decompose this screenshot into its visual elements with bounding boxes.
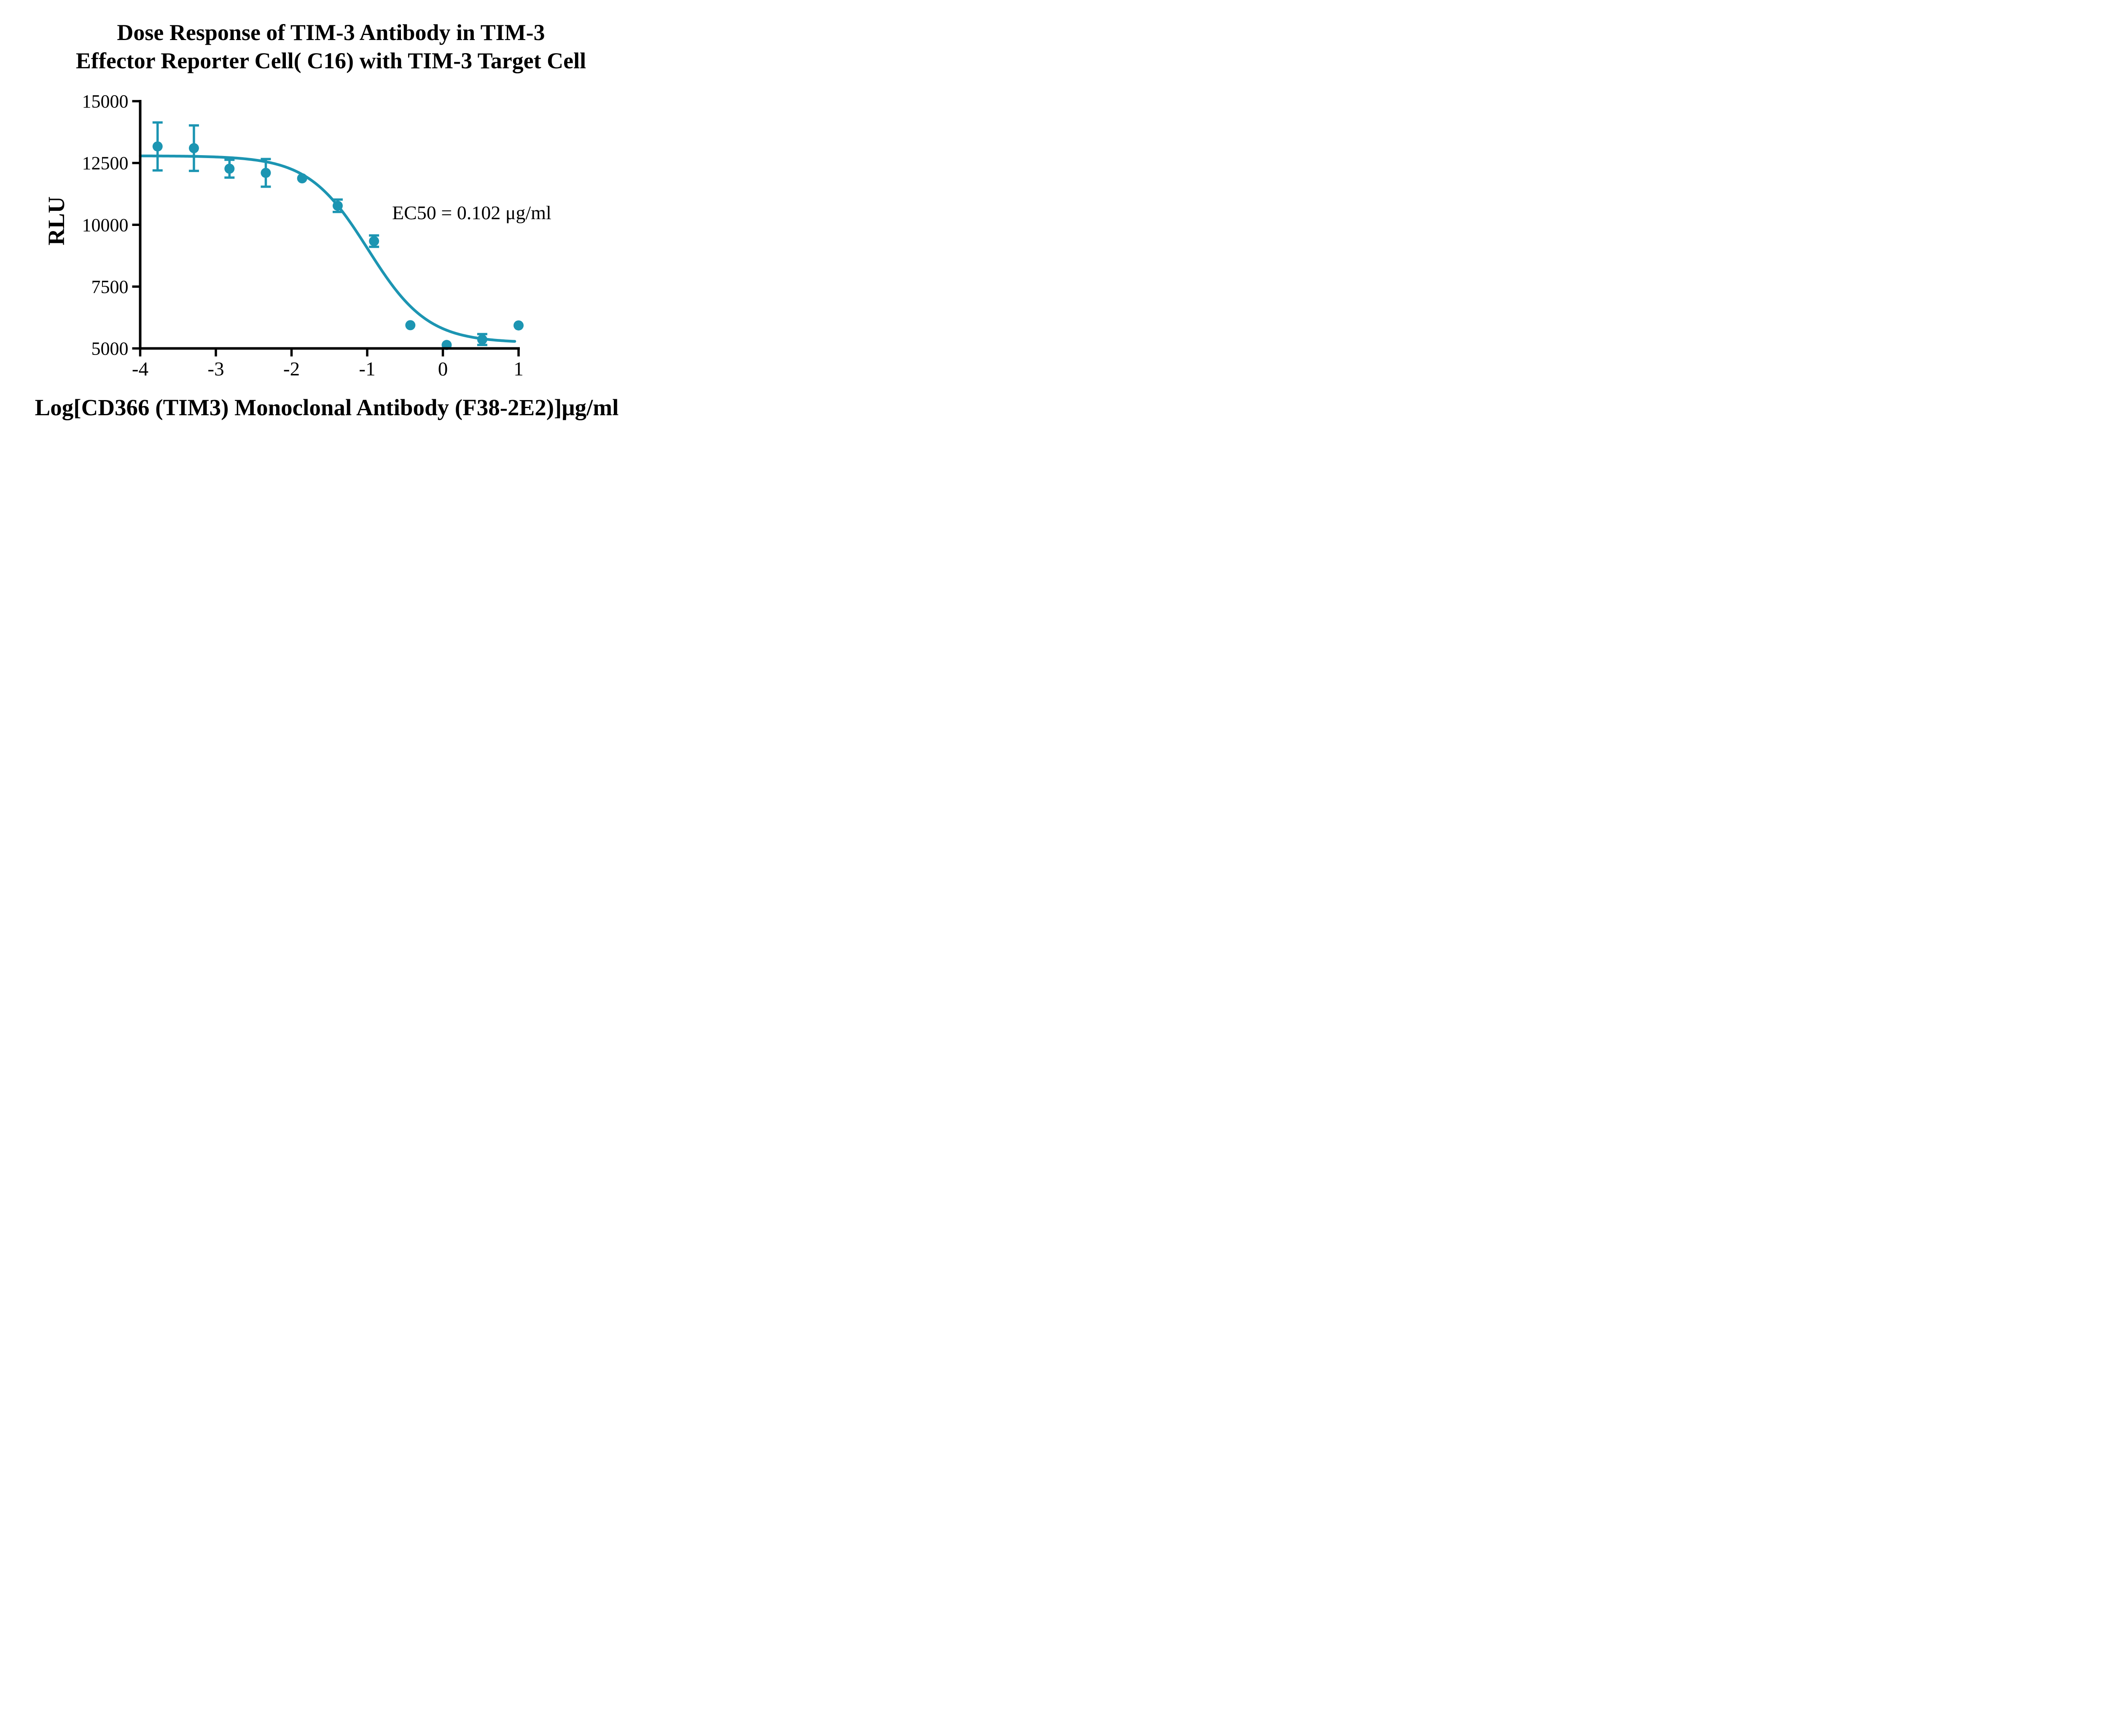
chart-title-line1: Dose Response of TIM-3 Antibody in TIM-3 bbox=[117, 20, 545, 45]
chart-title-line2: Effector Reporter Cell( C16) with TIM-3 … bbox=[76, 48, 586, 73]
fit-curve bbox=[139, 154, 516, 343]
data-point-marker bbox=[297, 173, 307, 183]
dose-response-figure: Dose Response of TIM-3 Antibody in TIM-3… bbox=[0, 0, 652, 434]
ec50-annotation: EC50 = 0.102 μg/ml bbox=[392, 202, 551, 223]
data-point-marker bbox=[188, 143, 199, 153]
x-tick-label: -4 bbox=[132, 358, 148, 380]
y-tick-label: 7500 bbox=[91, 277, 129, 297]
axes-group bbox=[139, 100, 520, 350]
x-tick-label: -3 bbox=[207, 358, 224, 380]
x-tick-label: -1 bbox=[359, 358, 375, 380]
x-tick-label: -2 bbox=[283, 358, 300, 380]
data-point-marker bbox=[261, 168, 271, 178]
x-tick-label: 1 bbox=[514, 358, 524, 380]
y-tick-label: 10000 bbox=[82, 215, 129, 235]
data-point-marker bbox=[405, 320, 416, 331]
data-point-marker bbox=[152, 141, 163, 152]
ticks-group bbox=[132, 100, 520, 357]
data-point-marker bbox=[477, 334, 487, 345]
x-axis-title: Log[CD366 (TIM3) Monoclonal Antibody (F3… bbox=[35, 395, 619, 420]
points-group bbox=[152, 141, 524, 350]
y-tick-label: 15000 bbox=[82, 91, 129, 112]
fit-curve-group bbox=[139, 154, 516, 343]
x-tick-label: 0 bbox=[438, 358, 448, 380]
y-axis-title: RLU bbox=[43, 196, 69, 245]
y-tick-label: 12500 bbox=[82, 153, 129, 174]
data-point-marker bbox=[514, 320, 524, 331]
plot-svg: Dose Response of TIM-3 Antibody in TIM-3… bbox=[35, 20, 619, 420]
y-tick-label: 5000 bbox=[91, 339, 129, 359]
data-point-marker bbox=[332, 201, 343, 211]
tick-labels-group: 5000 7500 10000 12500 15000 -4 -3 -2 -1 0 1 bbox=[82, 91, 524, 380]
data-point-marker bbox=[224, 164, 235, 174]
data-point-marker bbox=[369, 236, 379, 246]
